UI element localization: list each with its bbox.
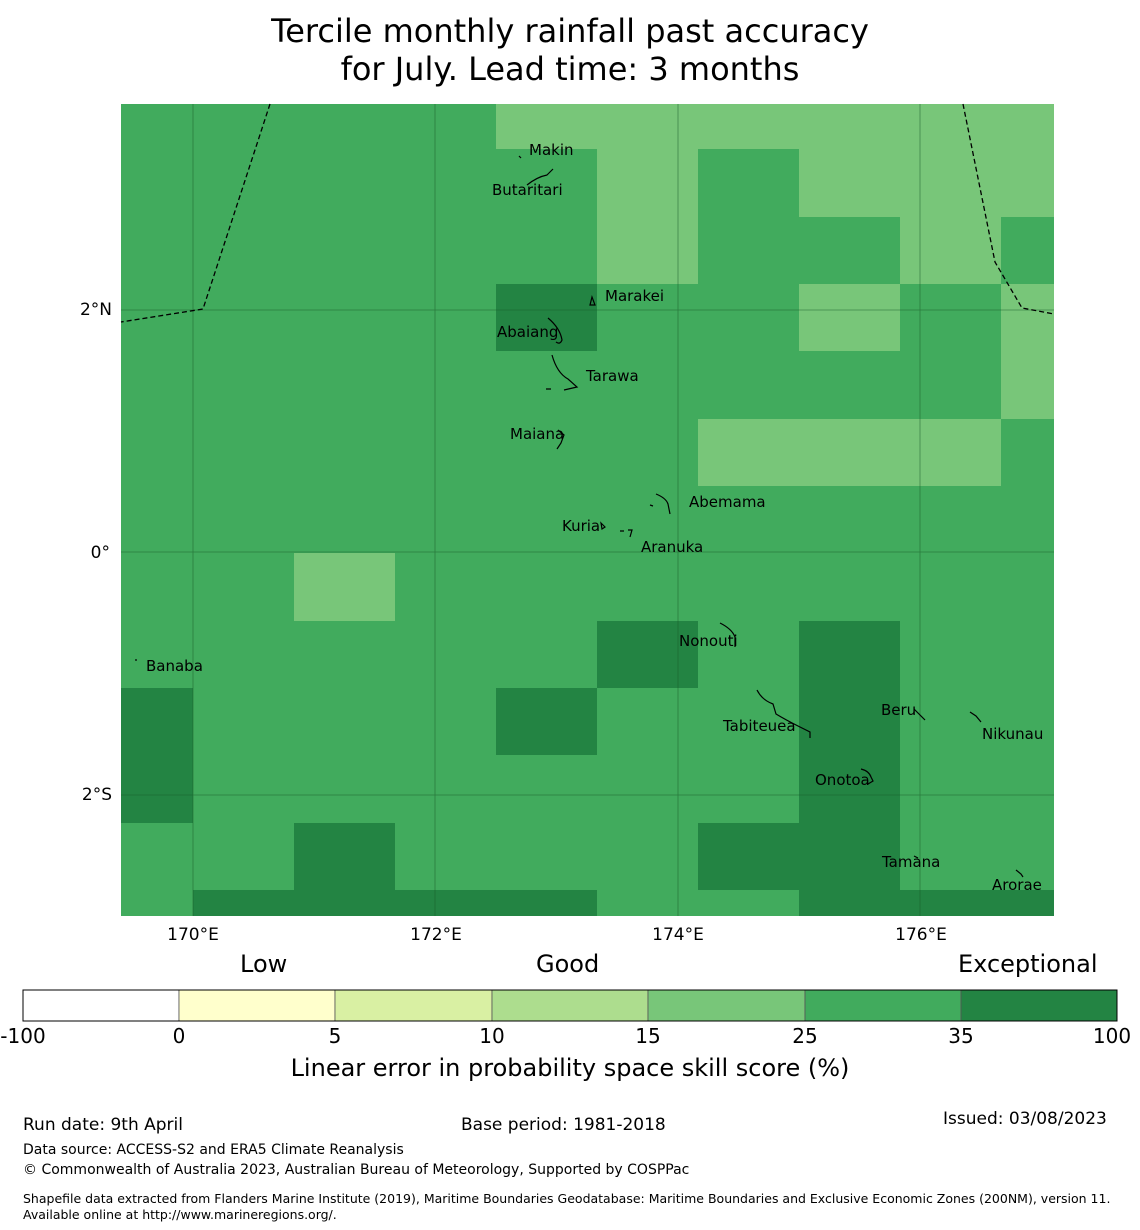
island-label: Nikunau <box>982 725 1043 743</box>
legend-category-exceptional: Exceptional <box>958 950 1098 978</box>
island-label: Maiana <box>510 425 564 443</box>
island-label: Aranuka <box>641 538 703 556</box>
island-label: Tabiteuea <box>722 717 796 735</box>
eez-boundaries <box>120 103 1055 323</box>
lat-tick-label: 2°S <box>82 785 112 805</box>
island-label: Abaiang <box>497 323 558 341</box>
legend-tick: 25 <box>792 1024 818 1048</box>
lon-tick-label: 176°E <box>895 925 947 945</box>
island-label: Beru <box>881 701 916 719</box>
legend-tick: 0 <box>172 1024 186 1048</box>
lon-tick-label: 174°E <box>652 925 704 945</box>
island-label: Makin <box>529 141 574 159</box>
map-title-line-2: for July. Lead time: 3 months <box>340 50 800 88</box>
base-period: Base period: 1981-2018 <box>461 1115 666 1135</box>
legend-category-good: Good <box>536 950 600 978</box>
cells-moderate <box>294 104 1054 621</box>
run-date: Run date: 9th April <box>23 1115 183 1135</box>
legend-tick: 35 <box>948 1024 974 1048</box>
island-label: Butaritari <box>492 181 563 199</box>
island-label: Kuria <box>562 517 600 535</box>
island-label: Nonouti <box>679 632 738 650</box>
island-label: Tamana <box>881 853 940 871</box>
colorbar-label: Linear error in probability space skill … <box>290 1054 850 1082</box>
data-source: Data source: ACCESS-S2 and ERA5 Climate … <box>23 1142 404 1158</box>
graticule <box>121 104 1054 916</box>
copyright: © Commonwealth of Australia 2023, Austra… <box>23 1162 690 1178</box>
island-label: Onotoa <box>815 771 870 789</box>
lat-tick-label: 2°N <box>80 300 112 320</box>
lat-tick-label: 0° <box>91 543 110 563</box>
island-label: Abemama <box>689 493 766 511</box>
legend-tick: 100 <box>1092 1024 1132 1048</box>
cells-exceptional <box>121 284 1054 916</box>
lon-tick-label: 170°E <box>167 925 219 945</box>
map-title-line-1: Tercile monthly rainfall past accuracy <box>271 12 869 50</box>
colorbar <box>22 989 1118 1022</box>
shapefile-credit: Shapefile data extracted from Flanders M… <box>23 1191 1111 1222</box>
legend-tick: 15 <box>635 1024 661 1048</box>
legend-tick: -100 <box>0 1024 46 1048</box>
legend-tick: 5 <box>328 1024 342 1048</box>
island-label: Banaba <box>146 657 203 675</box>
island-label: Tarawa <box>585 367 639 385</box>
island-label: Marakei <box>605 287 664 305</box>
issued-date: Issued: 03/08/2023 <box>943 1109 1107 1129</box>
island-outlines <box>135 155 1024 878</box>
island-label: Arorae <box>992 876 1042 894</box>
lon-tick-label: 172°E <box>410 925 462 945</box>
legend-category-low: Low <box>240 950 288 978</box>
legend-tick: 10 <box>479 1024 505 1048</box>
